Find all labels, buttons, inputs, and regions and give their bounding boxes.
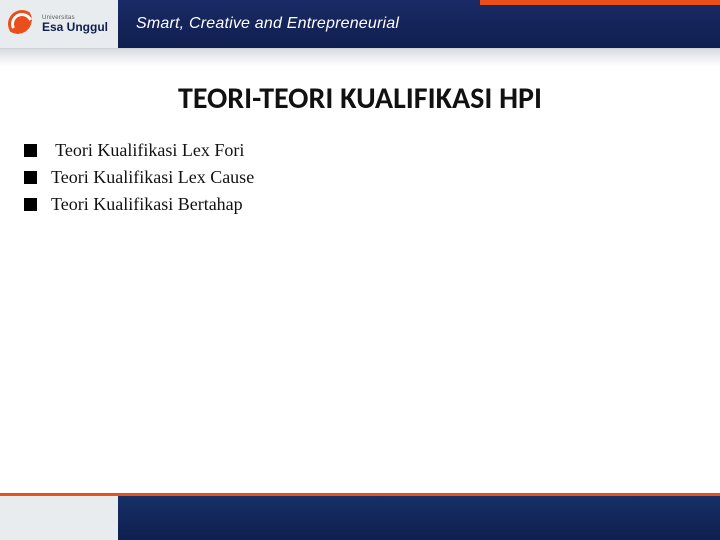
footer-left-panel [0,496,118,540]
logo-text: Universitas Esa Unggul [42,15,108,33]
list-item: Teori Kualifikasi Lex Fori [24,140,696,161]
slide: Universitas Esa Unggul Smart, Creative a… [0,0,720,540]
bullet-text: Teori Kualifikasi Lex Fori [51,140,244,161]
slide-title: TEORI-TEORI KUALIFIKASI HPI [0,80,720,117]
swirl-logo-icon [8,10,36,38]
bullet-square-icon [24,144,37,157]
bullet-square-icon [24,171,37,184]
header-band: Universitas Esa Unggul Smart, Creative a… [0,0,720,48]
logo-name: Esa Unggul [42,21,108,33]
footer-right-panel [118,496,720,540]
logo-box: Universitas Esa Unggul [0,0,118,48]
list-item: Teori Kualifikasi Lex Cause [24,167,696,188]
footer-band [0,496,720,540]
list-item: Teori Kualifikasi Bertahap [24,194,696,215]
bullet-square-icon [24,198,37,211]
content-area: Teori Kualifikasi Lex Fori Teori Kualifi… [24,140,696,221]
header-shadow [0,48,720,66]
bullet-text: Teori Kualifikasi Lex Cause [51,167,254,188]
bullet-text: Teori Kualifikasi Bertahap [51,194,243,215]
header-tagline: Smart, Creative and Entrepreneurial [136,15,399,33]
accent-orange-top [480,0,720,5]
